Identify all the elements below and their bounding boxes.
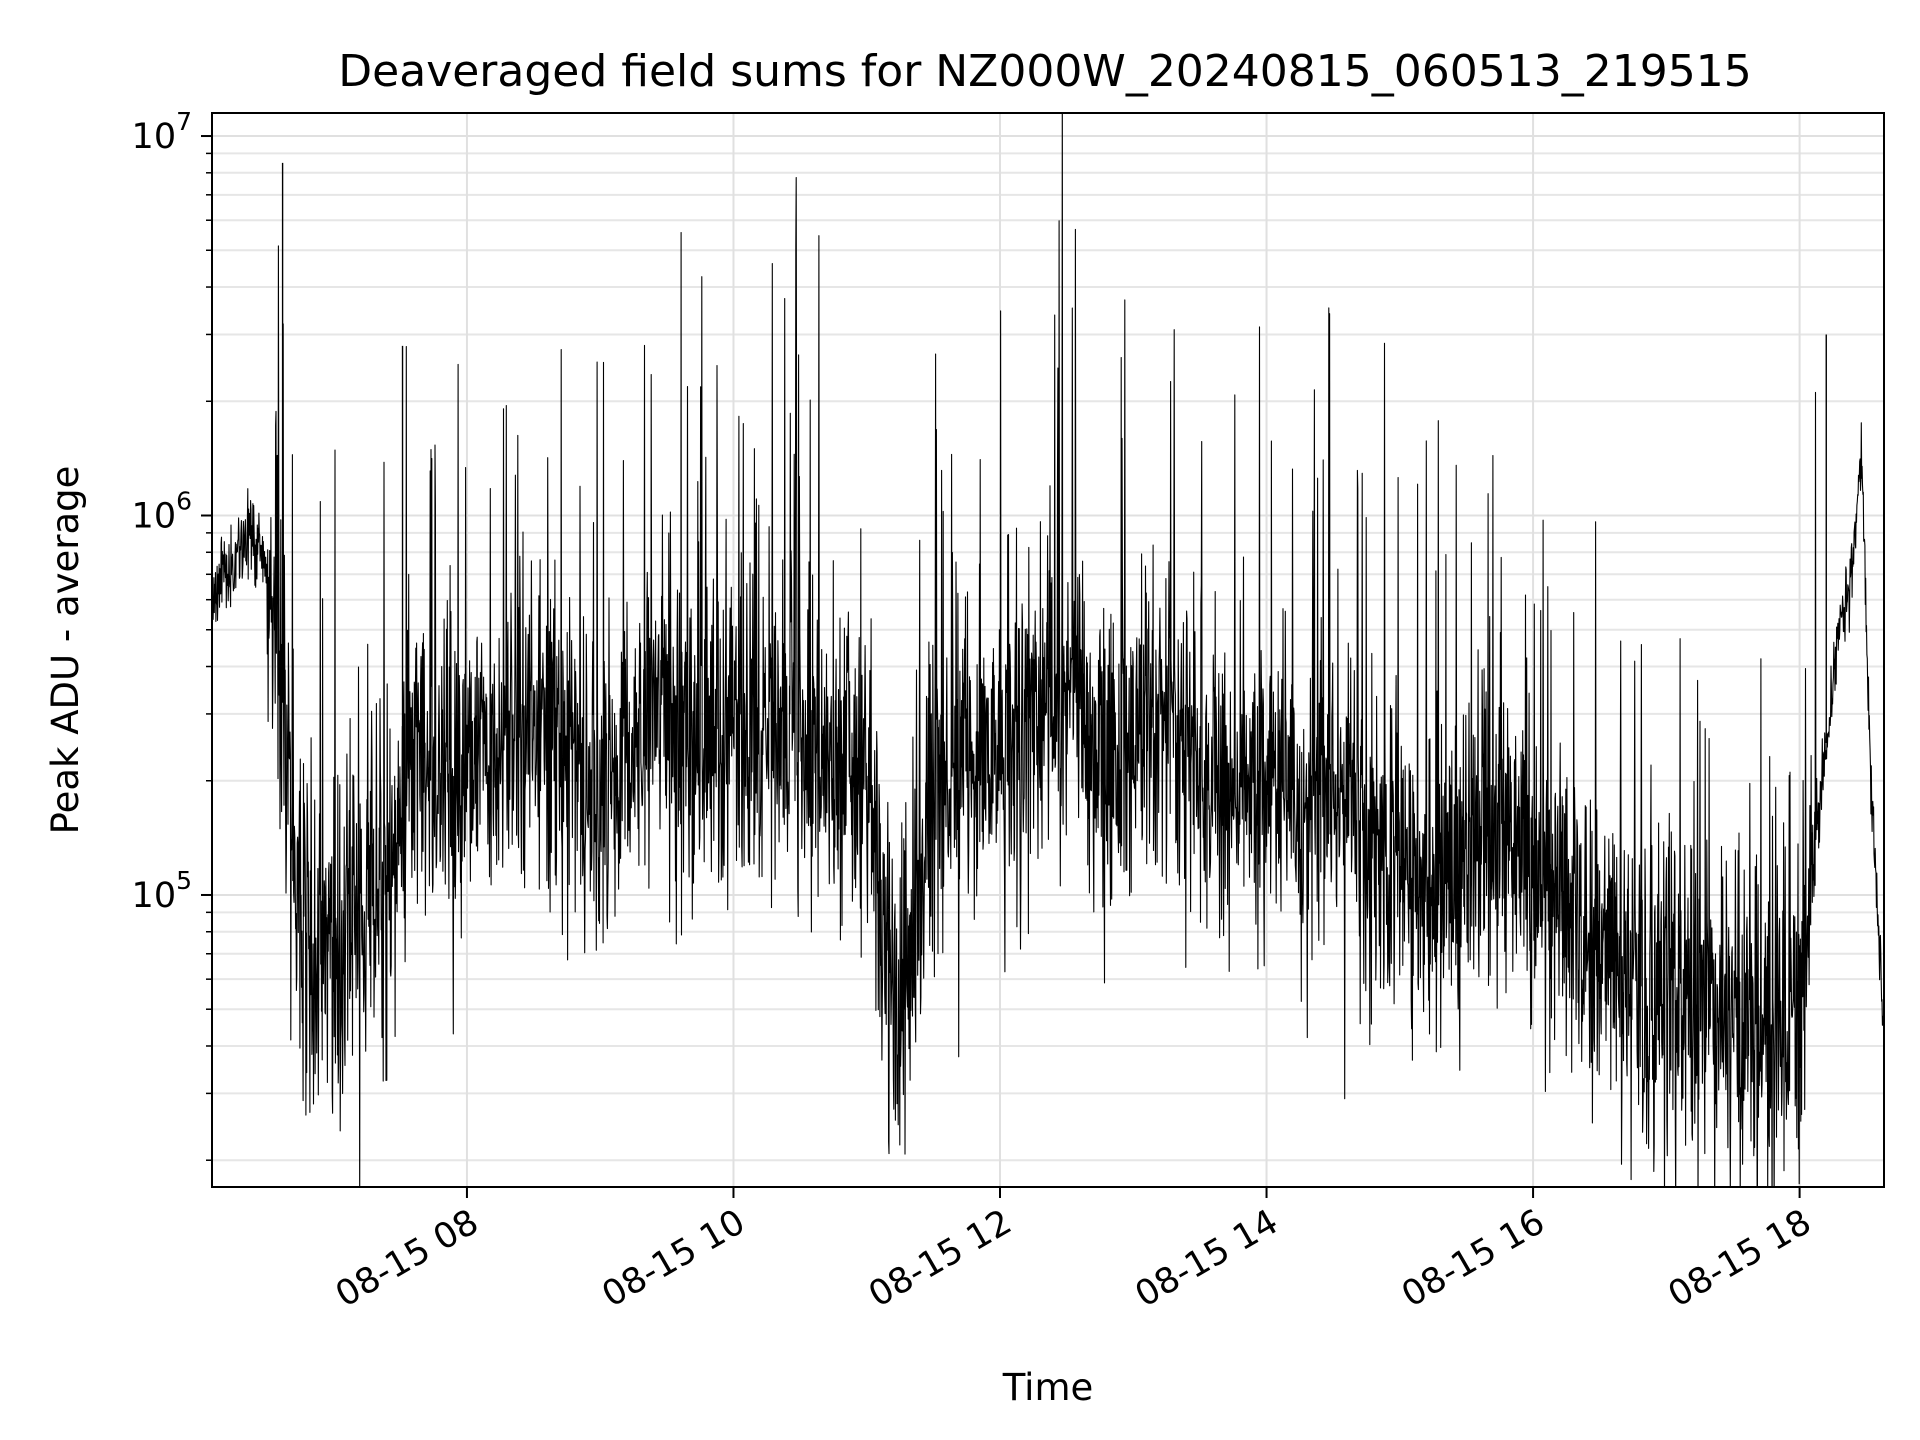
series-line — [212, 113, 1884, 1187]
y-tick-label: 106 — [132, 487, 192, 537]
plot-frame — [211, 112, 1885, 1188]
y-axis: 105 106 107 — [132, 107, 212, 1161]
y-axis-label: Peak ADU - average — [44, 466, 87, 835]
y-tick-label: 107 — [132, 107, 192, 157]
x-axis-label: Time — [1002, 1366, 1094, 1409]
y-tick-label: 105 — [132, 866, 192, 916]
plot-area — [212, 113, 1884, 1187]
chart-title: Deaveraged field sums for NZ000W_2024081… — [338, 46, 1751, 97]
